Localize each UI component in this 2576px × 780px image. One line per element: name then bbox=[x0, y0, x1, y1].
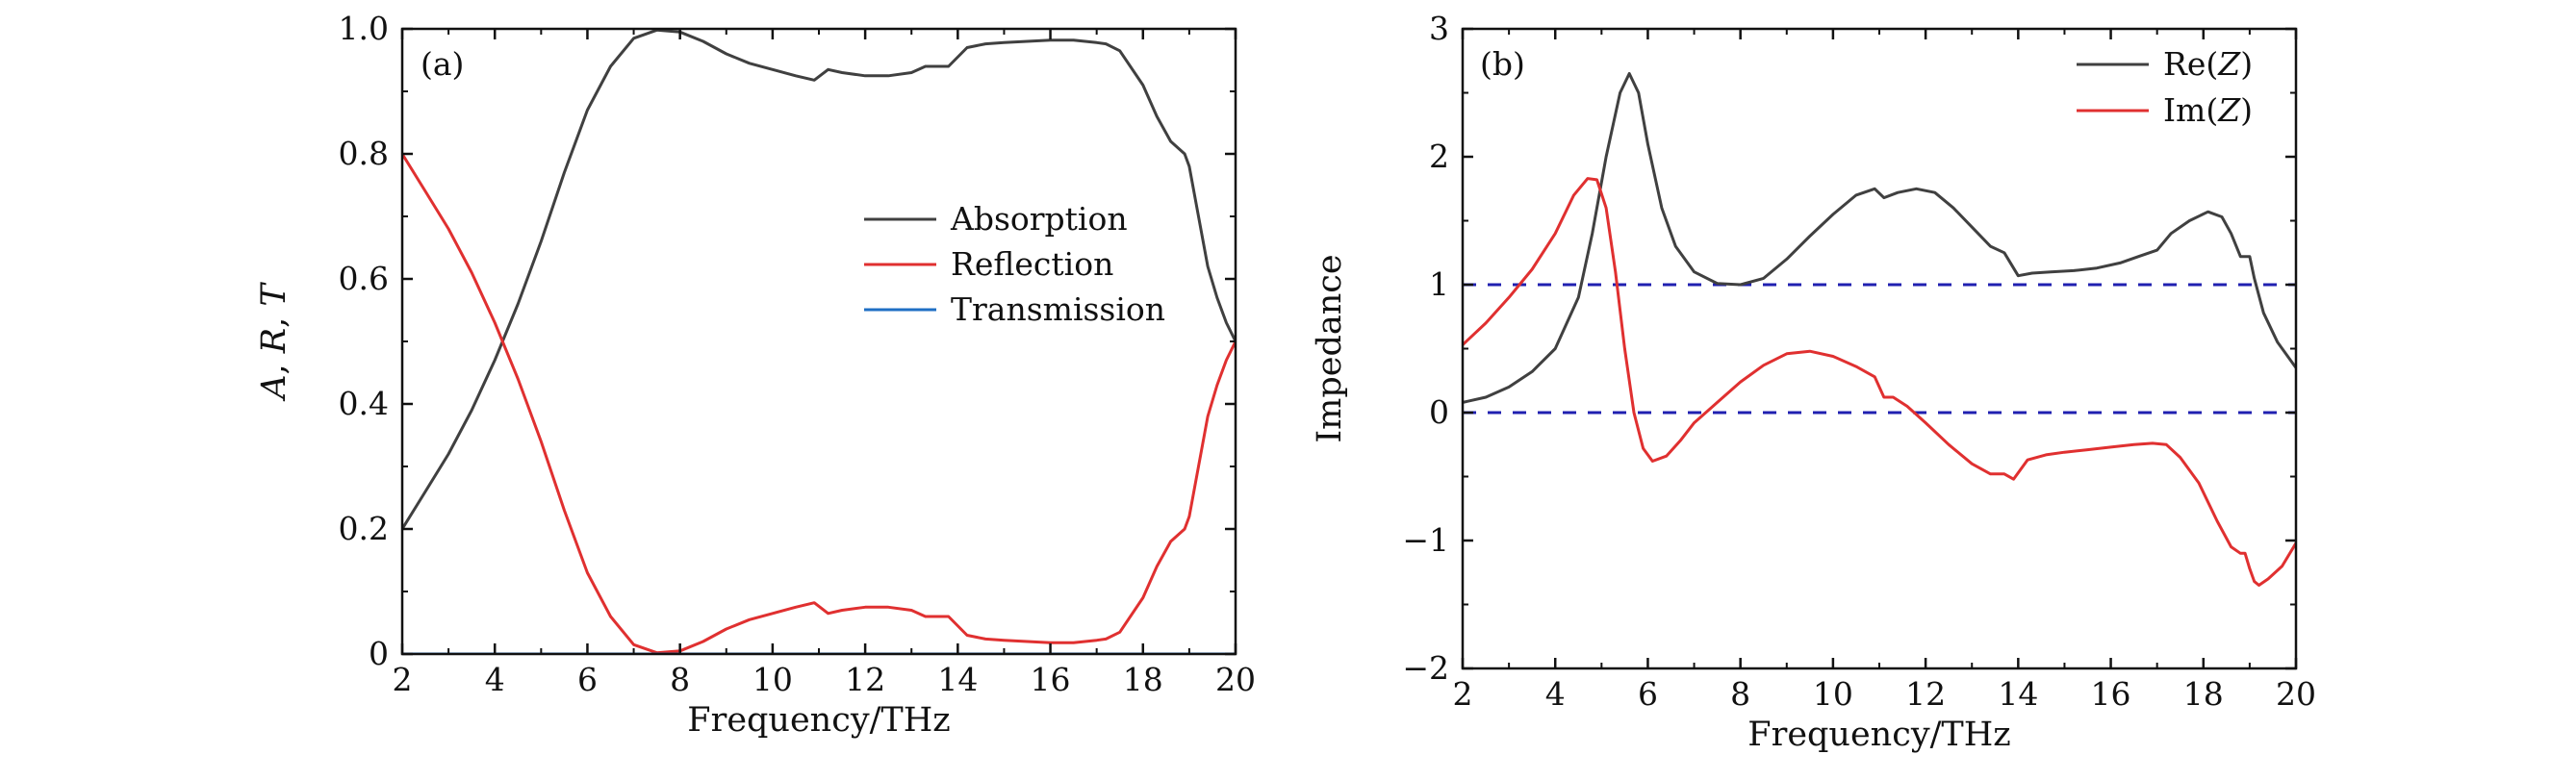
x-tick-label: 16 bbox=[1031, 661, 1071, 698]
y-tick-label: 0.6 bbox=[339, 260, 389, 297]
y-tick-label: 0.2 bbox=[339, 510, 389, 547]
x-tick-label: 20 bbox=[2276, 675, 2316, 713]
y-tick-label: 0.8 bbox=[339, 135, 389, 172]
y-tick-label: 0 bbox=[369, 635, 389, 672]
panel-b-chart: 2 4 6 8 10 12 14 16 18 20−2−10123Frequency/THzImp… bbox=[1311, 10, 2316, 754]
x-tick-label: 10 bbox=[752, 661, 793, 698]
x-tick-label: 6 bbox=[577, 661, 598, 698]
legend-label-0: Absorption bbox=[950, 200, 1128, 238]
legend-label-1: Im(Z) bbox=[2163, 91, 2253, 129]
y-tick-label: −1 bbox=[1402, 521, 1449, 559]
panel-a-chart: 2 4 6 8 10 12 14 16 18 20 0 0.2 0.4 0.6 0.8 1.0 Frequenc… bbox=[255, 10, 1256, 740]
x-tick-label: 8 bbox=[1730, 675, 1750, 713]
x-tick-label: 8 bbox=[670, 661, 690, 698]
x-tick-label: 18 bbox=[1123, 661, 1163, 698]
x-tick-label: 12 bbox=[1905, 675, 1946, 713]
series-line-0 bbox=[1463, 72, 2296, 404]
x-tick-label: 6 bbox=[1638, 675, 1658, 713]
x-tick-label: 20 bbox=[1215, 661, 1256, 698]
x-tick-label: 12 bbox=[845, 661, 885, 698]
y-tick-label: 2 bbox=[1429, 138, 1449, 175]
y-axis-label: Impedance bbox=[1311, 254, 1349, 442]
x-tick-label: 16 bbox=[2091, 675, 2131, 713]
y-tick-label: 3 bbox=[1429, 10, 1449, 47]
x-axis-label: Frequency/THz bbox=[1747, 716, 2010, 754]
legend-label-1: Reflection bbox=[951, 245, 1113, 283]
panel-label: (b) bbox=[1480, 45, 1525, 83]
legend-label-0: Re(Z) bbox=[2163, 45, 2253, 83]
series-line-1 bbox=[1463, 177, 2296, 587]
x-tick-label: 18 bbox=[2183, 675, 2224, 713]
x-tick-label: 4 bbox=[485, 661, 505, 698]
x-tick-label: 2 bbox=[1453, 675, 1473, 713]
x-tick-label: 4 bbox=[1545, 675, 1566, 713]
panel-label: (a) bbox=[421, 45, 464, 83]
x-tick-label: 14 bbox=[1998, 675, 2038, 713]
y-axis-label: A, R, T bbox=[255, 282, 293, 402]
y-tick-label: 0.4 bbox=[339, 385, 389, 422]
series-line-0 bbox=[402, 29, 1236, 530]
x-tick-label: 2 bbox=[393, 661, 413, 698]
x-axis-label: Frequency/THz bbox=[687, 701, 950, 740]
y-tick-label: 0 bbox=[1429, 393, 1449, 431]
y-tick-label: 1.0 bbox=[339, 10, 389, 47]
legend-label-2: Transmission bbox=[951, 290, 1165, 328]
plot-frame bbox=[400, 27, 1237, 656]
y-tick-label: −2 bbox=[1402, 649, 1449, 687]
x-tick-label: 14 bbox=[937, 661, 978, 698]
x-tick-label: 10 bbox=[1813, 675, 1853, 713]
series-line-1 bbox=[402, 153, 1236, 654]
y-tick-label: 1 bbox=[1429, 265, 1449, 303]
